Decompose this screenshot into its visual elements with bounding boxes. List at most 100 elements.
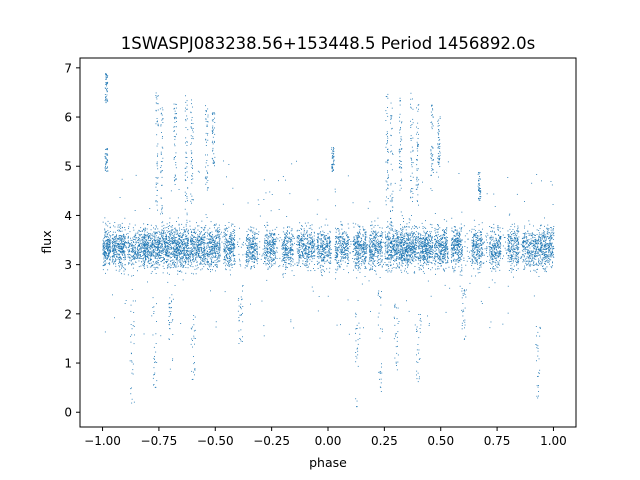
- data-point: [138, 255, 140, 257]
- data-point: [371, 245, 372, 247]
- data-point: [385, 264, 387, 266]
- data-point: [353, 237, 355, 239]
- data-point: [215, 224, 217, 226]
- data-point: [109, 245, 111, 247]
- data-point: [305, 261, 306, 262]
- data-point: [343, 238, 344, 240]
- data-point: [174, 240, 176, 242]
- data-point: [392, 248, 393, 250]
- data-point: [354, 248, 356, 250]
- data-point: [122, 247, 124, 249]
- data-point: [322, 258, 324, 260]
- data-point: [380, 235, 382, 236]
- data-point: [160, 245, 161, 247]
- data-point: [178, 240, 180, 242]
- data-point: [266, 259, 268, 261]
- data-point: [398, 248, 400, 250]
- data-point: [254, 236, 256, 238]
- data-point: [144, 242, 145, 244]
- data-point: [379, 249, 381, 251]
- data-point: [138, 229, 140, 231]
- data-point: [230, 244, 232, 246]
- data-point: [163, 262, 165, 264]
- data-point: [365, 242, 367, 244]
- data-point: [175, 256, 177, 258]
- data-point: [374, 250, 376, 252]
- data-point: [219, 245, 221, 247]
- data-point: [250, 259, 252, 260]
- data-point: [212, 254, 213, 256]
- data-point: [120, 248, 122, 250]
- data-point: [255, 242, 256, 244]
- data-point: [156, 239, 158, 241]
- data-point: [143, 237, 145, 239]
- data-point: [343, 239, 345, 241]
- data-point: [102, 245, 104, 246]
- data-point: [142, 252, 144, 254]
- data-point: [148, 237, 149, 239]
- data-point: [207, 253, 209, 255]
- data-point: [224, 230, 226, 232]
- data-point: [182, 235, 184, 237]
- data-point: [112, 249, 114, 250]
- data-point: [117, 243, 119, 245]
- data-point: [361, 259, 363, 261]
- data-point: [319, 265, 321, 267]
- data-point: [218, 257, 220, 259]
- data-point: [178, 245, 180, 247]
- data-point: [185, 272, 187, 274]
- data-point: [196, 255, 198, 257]
- data-point: [387, 225, 389, 227]
- data-point: [137, 270, 138, 272]
- data-point: [321, 258, 323, 260]
- data-point: [229, 250, 231, 252]
- data-point: [410, 233, 412, 234]
- data-point: [390, 246, 391, 248]
- data-point: [167, 247, 169, 249]
- data-point: [323, 234, 325, 236]
- data-point: [233, 236, 235, 238]
- data-point: [342, 232, 344, 234]
- data-point: [204, 239, 206, 241]
- data-point: [228, 244, 229, 246]
- data-point: [394, 258, 396, 260]
- data-point: [304, 248, 305, 250]
- data-point: [112, 243, 113, 245]
- data-point: [105, 224, 107, 226]
- data-point: [347, 253, 349, 255]
- data-point: [393, 245, 394, 247]
- data-point: [229, 235, 231, 237]
- data-point: [254, 238, 256, 240]
- data-point: [304, 233, 306, 235]
- data-point: [266, 233, 268, 235]
- data-point: [201, 257, 202, 259]
- data-point: [211, 259, 213, 261]
- data-point: [108, 250, 110, 252]
- data-point: [327, 240, 328, 242]
- data-point: [204, 260, 206, 262]
- data-point: [289, 263, 291, 265]
- data-point: [232, 251, 234, 253]
- data-point: [386, 247, 388, 249]
- data-point: [180, 251, 182, 253]
- data-point: [200, 233, 201, 235]
- data-point: [171, 253, 172, 255]
- data-point: [180, 240, 182, 242]
- data-point: [180, 240, 182, 241]
- data-point: [362, 247, 364, 249]
- data-point: [284, 238, 286, 240]
- data-point: [264, 235, 266, 237]
- data-point: [135, 250, 137, 252]
- data-point: [274, 233, 276, 235]
- data-point: [317, 236, 318, 238]
- data-point: [395, 239, 397, 241]
- data-point: [172, 238, 174, 239]
- data-point: [358, 257, 360, 259]
- data-point: [207, 269, 209, 270]
- data-point: [344, 243, 346, 245]
- data-point: [182, 239, 184, 240]
- data-point: [130, 243, 132, 245]
- data-point: [153, 234, 155, 236]
- data-point: [140, 227, 142, 229]
- data-point: [121, 250, 123, 252]
